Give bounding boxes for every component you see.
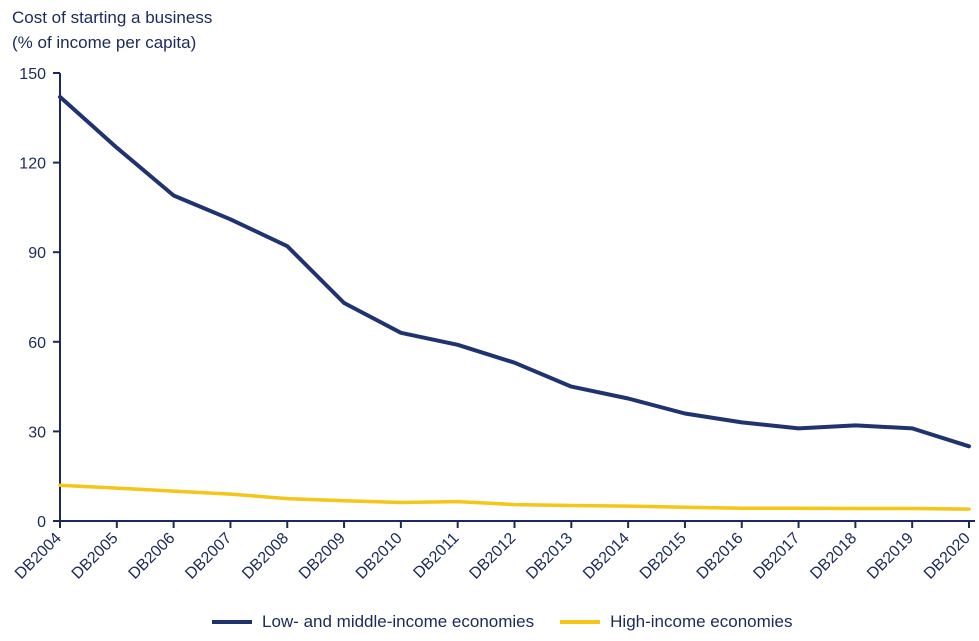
legend-item-series-1: Low- and middle-income economies <box>212 612 534 632</box>
x-tick-label: DB2016 <box>694 530 747 583</box>
x-tick-label: DB2008 <box>239 530 292 583</box>
x-tick-label: DB2007 <box>182 530 235 583</box>
legend-label-series-2: High-income economies <box>610 612 793 631</box>
x-tick-label: DB2004 <box>12 530 65 583</box>
y-axis-label-line-1: Cost of starting a business <box>12 8 213 27</box>
x-tick-label: DB2012 <box>466 530 519 583</box>
x-tick-label: DB2019 <box>864 530 917 583</box>
x-tick-label: DB2013 <box>523 530 576 583</box>
x-tick-label: DB2005 <box>69 530 122 583</box>
y-tick-label: 150 <box>19 66 46 83</box>
legend-swatch-series-1 <box>212 620 252 624</box>
x-tick-label: DB2009 <box>296 530 349 583</box>
y-tick-label: 60 <box>28 335 46 352</box>
x-tick-label: DB2014 <box>580 530 633 583</box>
x-tick-label: DB2017 <box>750 530 803 583</box>
legend-label-series-1: Low- and middle-income economies <box>262 612 535 631</box>
chart-series <box>58 94 971 511</box>
x-tick-label: DB2006 <box>126 530 179 583</box>
x-tick-label: DB2011 <box>410 530 462 582</box>
x-tick-label: DB2015 <box>637 530 690 583</box>
y-tick-label: 30 <box>28 424 46 441</box>
series-line-1 <box>58 94 971 449</box>
chart-legend: Low- and middle-income economies High-in… <box>212 612 819 632</box>
x-tick-label: DB2018 <box>807 530 860 583</box>
y-tick-label: 90 <box>28 245 46 262</box>
y-tick-label: 120 <box>19 156 46 173</box>
series-line-2 <box>58 483 971 511</box>
legend-item-series-2: High-income economies <box>560 612 793 632</box>
y-tick-label: 0 <box>37 514 46 531</box>
x-tick-label: DB2020 <box>921 530 974 583</box>
y-axis-label-line-2: (% of income per capita) <box>12 33 197 52</box>
x-tick-label: DB2010 <box>353 530 406 583</box>
legend-swatch-series-2 <box>560 620 601 624</box>
